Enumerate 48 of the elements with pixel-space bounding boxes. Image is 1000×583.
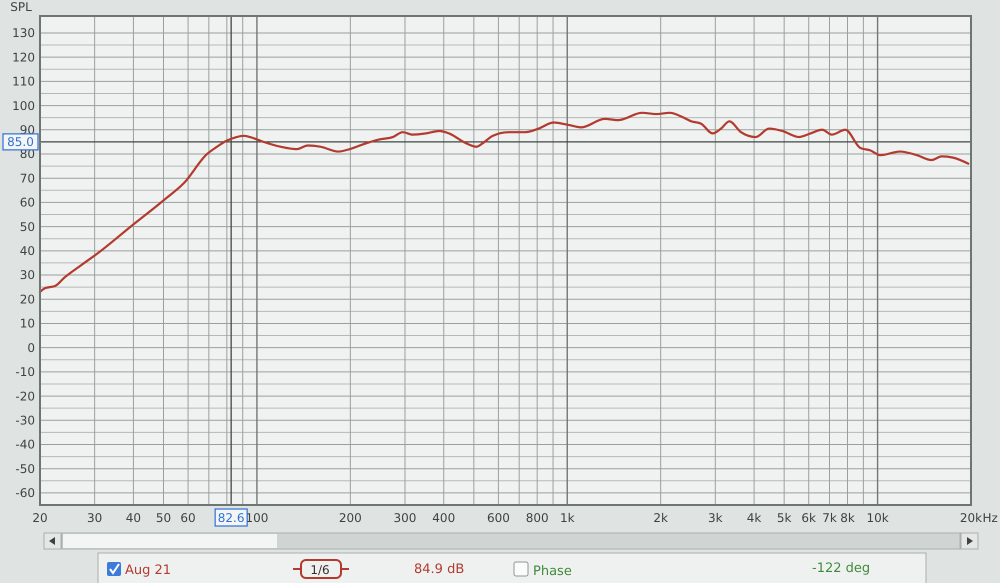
y-tick-label: -40	[15, 438, 35, 452]
x-axis-title: Hz	[982, 511, 998, 525]
x-tick-label: 3k	[708, 511, 723, 525]
x-tick-label: 8k	[840, 511, 855, 525]
x-tick-label: 40	[126, 511, 142, 525]
x-tick-label: 800	[526, 511, 549, 525]
y-tick-label: 40	[20, 244, 35, 258]
y-axis-title: SPL	[10, 0, 32, 14]
y-tick-label: 10	[20, 316, 35, 331]
x-tick-label: 7k	[822, 511, 837, 525]
x-tick-label: 200	[338, 511, 362, 525]
text: Phase	[533, 564, 572, 579]
x-tick-label: 20k	[960, 511, 982, 525]
y-tick-label: 70	[20, 171, 35, 186]
x-tick-label: 400	[432, 511, 456, 525]
x-tick-label: 600	[486, 511, 510, 525]
y-tick-label: 120	[12, 50, 35, 64]
x-tick-label: 20	[32, 511, 48, 525]
y-tick-label: -60	[15, 486, 35, 500]
x-tick-label: 5k	[776, 511, 792, 525]
y-tick-label: 110	[12, 74, 35, 89]
x-tick-label: 1k	[560, 511, 575, 525]
y-tick-label: -30	[15, 413, 35, 428]
y-tick-label: 20	[20, 292, 35, 306]
y-tick-label: 0	[27, 340, 35, 355]
x-tick-label: 60	[180, 511, 196, 525]
y-tick-label: 50	[20, 220, 35, 234]
text: Aug 21	[125, 563, 172, 578]
x-tick-label: 6k	[801, 511, 816, 525]
ref-line-label: 82.6	[218, 511, 245, 525]
y-tick-label: -20	[15, 389, 35, 404]
x-tick-label: 300	[394, 511, 416, 525]
text: 1/6	[310, 563, 330, 577]
text: 84.9 dB	[414, 562, 464, 577]
x-tick-label: 30	[87, 511, 102, 525]
ref-line-label: 85.0	[7, 135, 34, 150]
x-tick-label: 100	[245, 511, 268, 525]
x-tick-label: 4k	[746, 511, 762, 525]
y-tick-label: -10	[15, 365, 35, 380]
y-tick-label: -50	[15, 462, 35, 476]
y-tick-label: 60	[20, 196, 35, 210]
y-tick-label: 30	[20, 268, 35, 282]
x-tick-label: 50	[156, 511, 172, 525]
x-tick-label: 10k	[866, 511, 889, 525]
x-tick-label: 2k	[653, 511, 668, 525]
text: -122 deg	[812, 561, 870, 576]
y-tick-label: 130	[12, 26, 35, 40]
y-tick-label: 100	[12, 98, 35, 113]
